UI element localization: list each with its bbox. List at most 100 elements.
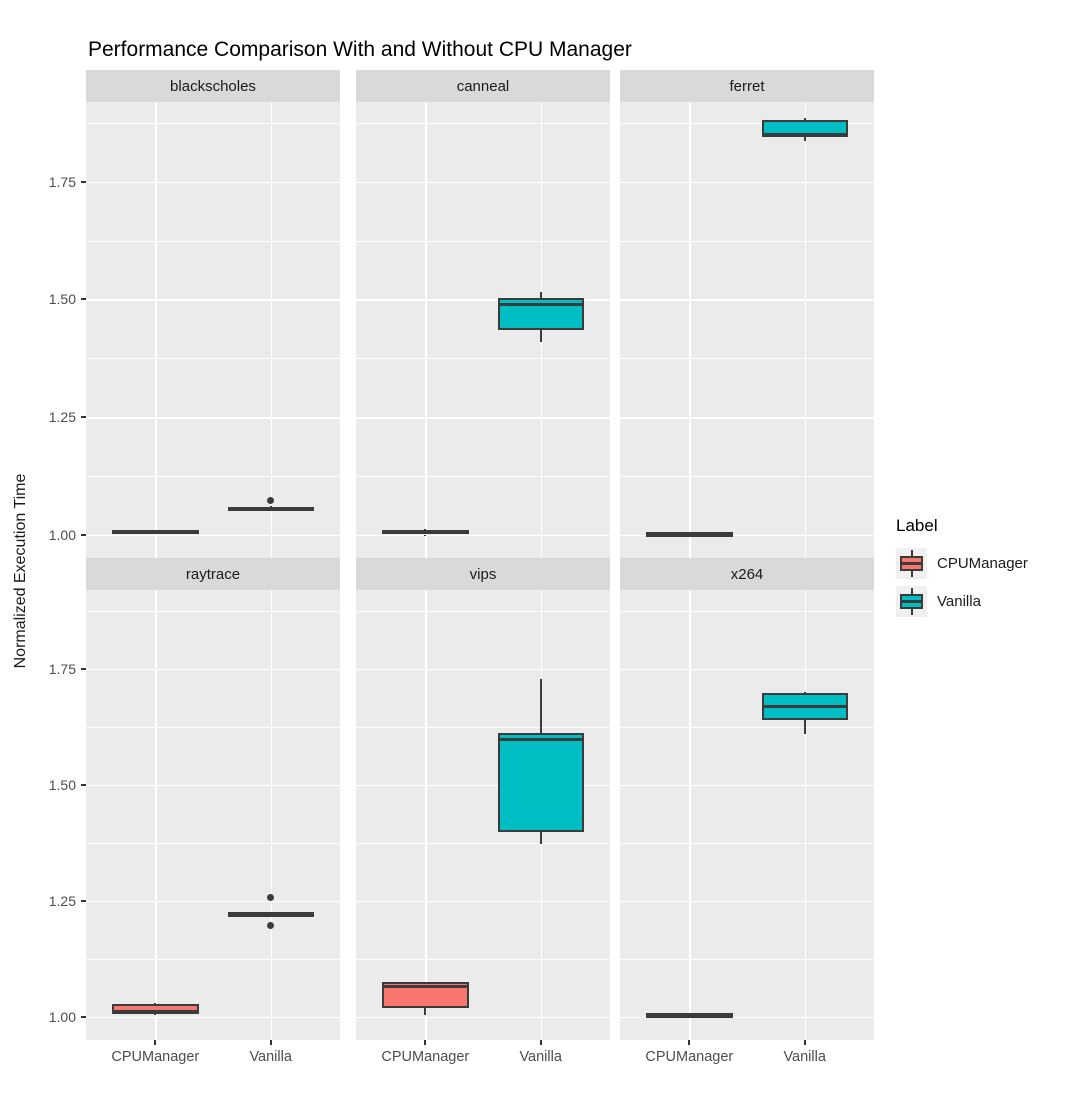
facet-strip-vips: vips	[356, 558, 610, 590]
box-CPUManager	[112, 1003, 199, 1014]
minor-gridline	[356, 123, 610, 125]
median-line	[227, 506, 314, 510]
major-gridline	[356, 668, 610, 671]
minor-gridline	[86, 842, 340, 844]
facet-strip-label: canneal	[456, 77, 510, 95]
major-gridline	[356, 417, 610, 419]
median-line	[497, 737, 584, 741]
median-line	[112, 529, 199, 533]
major-gridline-vertical	[804, 102, 807, 558]
y-tick-mark	[81, 180, 86, 183]
major-gridline	[620, 417, 874, 419]
upper-whisker	[154, 1002, 157, 1004]
y-axis-title: Normalized Execution Time	[12, 473, 29, 669]
major-gridline-vertical	[804, 590, 807, 1040]
minor-gridline	[356, 958, 610, 960]
minor-gridline	[620, 610, 874, 612]
facet-strip-label: vips	[469, 565, 497, 583]
major-gridline-vertical	[270, 590, 273, 1040]
major-gridline	[86, 534, 340, 537]
minor-gridline	[620, 726, 874, 728]
major-gridline	[86, 417, 340, 419]
upper-whisker	[269, 506, 272, 507]
x-tick-mark	[154, 1040, 157, 1045]
boxplot-key-icon	[896, 586, 927, 617]
major-gridline	[86, 900, 340, 903]
minor-gridline	[356, 475, 610, 477]
facet-panel-vips	[356, 590, 610, 1040]
minor-gridline	[356, 358, 610, 360]
x-tick-mark	[424, 1040, 427, 1045]
y-tick-label: 1.25	[48, 409, 76, 425]
outlier-point	[267, 893, 275, 901]
median-line	[646, 532, 733, 536]
facet-panel-canneal	[356, 102, 610, 558]
y-tick-mark	[81, 298, 86, 301]
x-tick-mark	[269, 1040, 272, 1045]
median-line	[382, 984, 469, 988]
upper-whisker	[539, 292, 542, 298]
minor-gridline	[620, 358, 874, 360]
facet-strip-label: raytrace	[185, 565, 241, 583]
major-gridline	[356, 299, 610, 301]
legend-title: Label	[896, 516, 938, 535]
minor-gridline	[86, 610, 340, 612]
facet-strip-label: blackscholes	[170, 77, 256, 95]
median-line	[227, 912, 314, 916]
major-gridline	[620, 534, 874, 537]
minor-gridline	[356, 726, 610, 728]
x-tick-mark	[688, 1040, 691, 1045]
y-tick-label: 1.00	[48, 1008, 76, 1025]
major-gridline	[356, 900, 610, 903]
y-tick-mark	[81, 416, 86, 418]
minor-gridline	[86, 958, 340, 960]
major-gridline	[620, 900, 874, 903]
legend: Label CPUManager Vanilla	[896, 516, 1028, 624]
major-gridline	[356, 181, 610, 184]
y-tick-mark	[81, 533, 86, 536]
major-gridline	[620, 668, 874, 671]
median-line	[112, 1009, 199, 1013]
lower-whisker	[803, 137, 806, 141]
y-tick-mark	[81, 667, 86, 670]
major-gridline	[86, 668, 340, 671]
lower-whisker	[154, 1014, 157, 1015]
minor-gridline	[620, 123, 874, 125]
legend-label: CPUManager	[937, 555, 1028, 572]
major-gridline-vertical	[155, 102, 157, 558]
minor-gridline	[356, 240, 610, 242]
x-tick-label: Vanilla	[249, 1049, 292, 1065]
x-tick-label: Vanilla	[519, 1049, 562, 1065]
major-gridline	[620, 1016, 874, 1019]
facet-panel-raytrace	[86, 590, 340, 1040]
upper-whisker	[803, 691, 806, 693]
upper-whisker	[424, 528, 427, 530]
y-tick-mark	[81, 899, 86, 902]
y-tick-label: 1.50	[48, 291, 76, 308]
minor-gridline	[86, 726, 340, 728]
minor-gridline	[356, 842, 610, 844]
major-gridline-vertical	[270, 102, 273, 558]
facet-panel-ferret	[620, 102, 874, 558]
boxplot-key-icon	[896, 548, 927, 579]
legend-label: Vanilla	[937, 593, 981, 610]
major-gridline	[620, 181, 874, 184]
x-tick-label: Vanilla	[783, 1049, 826, 1065]
minor-gridline	[86, 123, 340, 125]
y-tick-mark	[81, 783, 86, 786]
minor-gridline	[620, 240, 874, 242]
legend-entry-vanilla: Vanilla	[896, 586, 1028, 617]
y-tick-label: 1.75	[48, 660, 76, 677]
lower-whisker	[424, 1007, 427, 1015]
x-tick-label: CPUManager	[111, 1049, 200, 1065]
minor-gridline	[86, 358, 340, 360]
upper-whisker	[803, 118, 806, 120]
major-gridline-vertical	[155, 590, 157, 1040]
facet-strip-label: ferret	[729, 77, 765, 95]
y-tick-label: 1.25	[48, 892, 76, 909]
median-line	[646, 1013, 733, 1016]
y-tick-label: 1.00	[48, 526, 76, 543]
median-line	[382, 530, 469, 534]
plot-title: Performance Comparison With and Without …	[88, 38, 632, 61]
lower-whisker	[803, 719, 806, 734]
